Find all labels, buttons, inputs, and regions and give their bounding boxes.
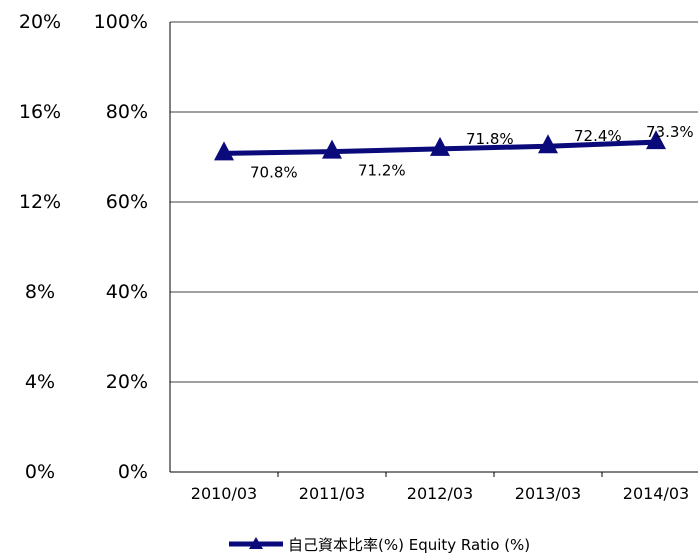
y-right-tick-label: 20% [106, 371, 148, 393]
x-tick-label: 2012/03 [407, 484, 473, 503]
y-axis-right-ticks: 0% 20% 40% 60% 80% 100% [94, 11, 148, 483]
data-label: 73.3% [646, 123, 694, 141]
y-right-tick-label: 100% [94, 11, 148, 33]
data-label: 71.2% [358, 162, 406, 180]
y-left-tick-label: 4% [25, 371, 55, 393]
y-left-tick-label: 12% [19, 191, 61, 213]
y-left-tick-label: 16% [19, 101, 61, 123]
legend-label: 自己資本比率(%) Equity Ratio (%) [288, 536, 530, 553]
y-axis-left-ticks: 0% 4% 8% 12% 16% 20% [19, 11, 61, 483]
y-right-tick-label: 40% [106, 281, 148, 303]
data-label: 70.8% [250, 163, 298, 181]
y-right-tick-label: 0% [118, 461, 148, 483]
x-tick-marks [278, 472, 602, 477]
data-label: 72.4% [574, 127, 622, 145]
x-tick-label: 2011/03 [299, 484, 365, 503]
y-right-tick-label: 80% [106, 101, 148, 123]
x-tick-label: 2010/03 [191, 484, 257, 503]
x-axis-ticks: 2010/03 2011/03 2012/03 2013/03 2014/03 [191, 484, 689, 503]
legend: 自己資本比率(%) Equity Ratio (%) [229, 536, 530, 553]
y-left-tick-label: 20% [19, 11, 61, 33]
x-tick-label: 2013/03 [515, 484, 581, 503]
y-left-tick-label: 0% [25, 461, 55, 483]
x-tick-label: 2014/03 [623, 484, 689, 503]
y-right-tick-label: 60% [106, 191, 148, 213]
y-left-tick-label: 8% [25, 281, 55, 303]
data-label: 71.8% [466, 130, 514, 148]
gridlines [170, 22, 698, 382]
